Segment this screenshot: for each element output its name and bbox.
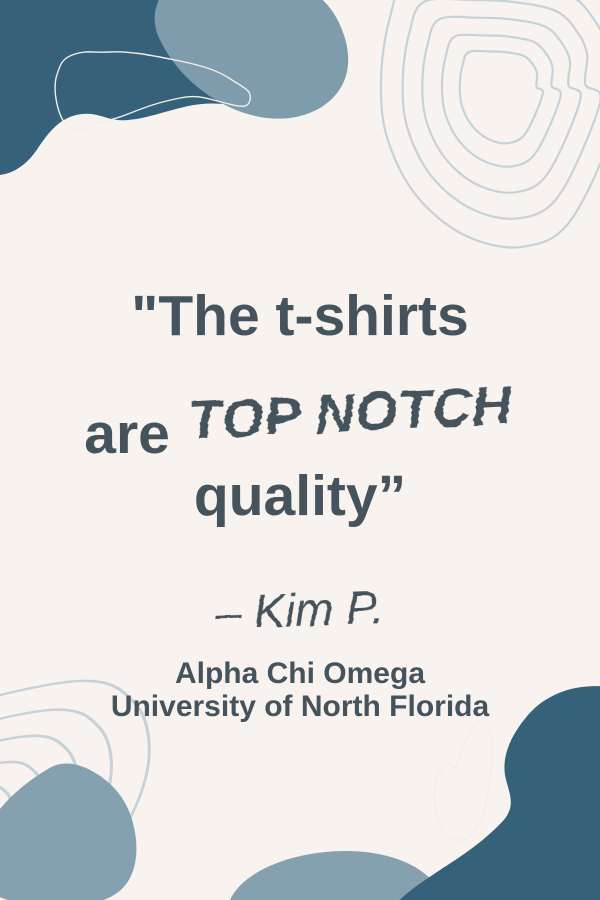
svg-text:– Kim P.: – Kim P. xyxy=(214,581,385,639)
svg-text:TOP NOTCH: TOP NOTCH xyxy=(187,375,514,452)
